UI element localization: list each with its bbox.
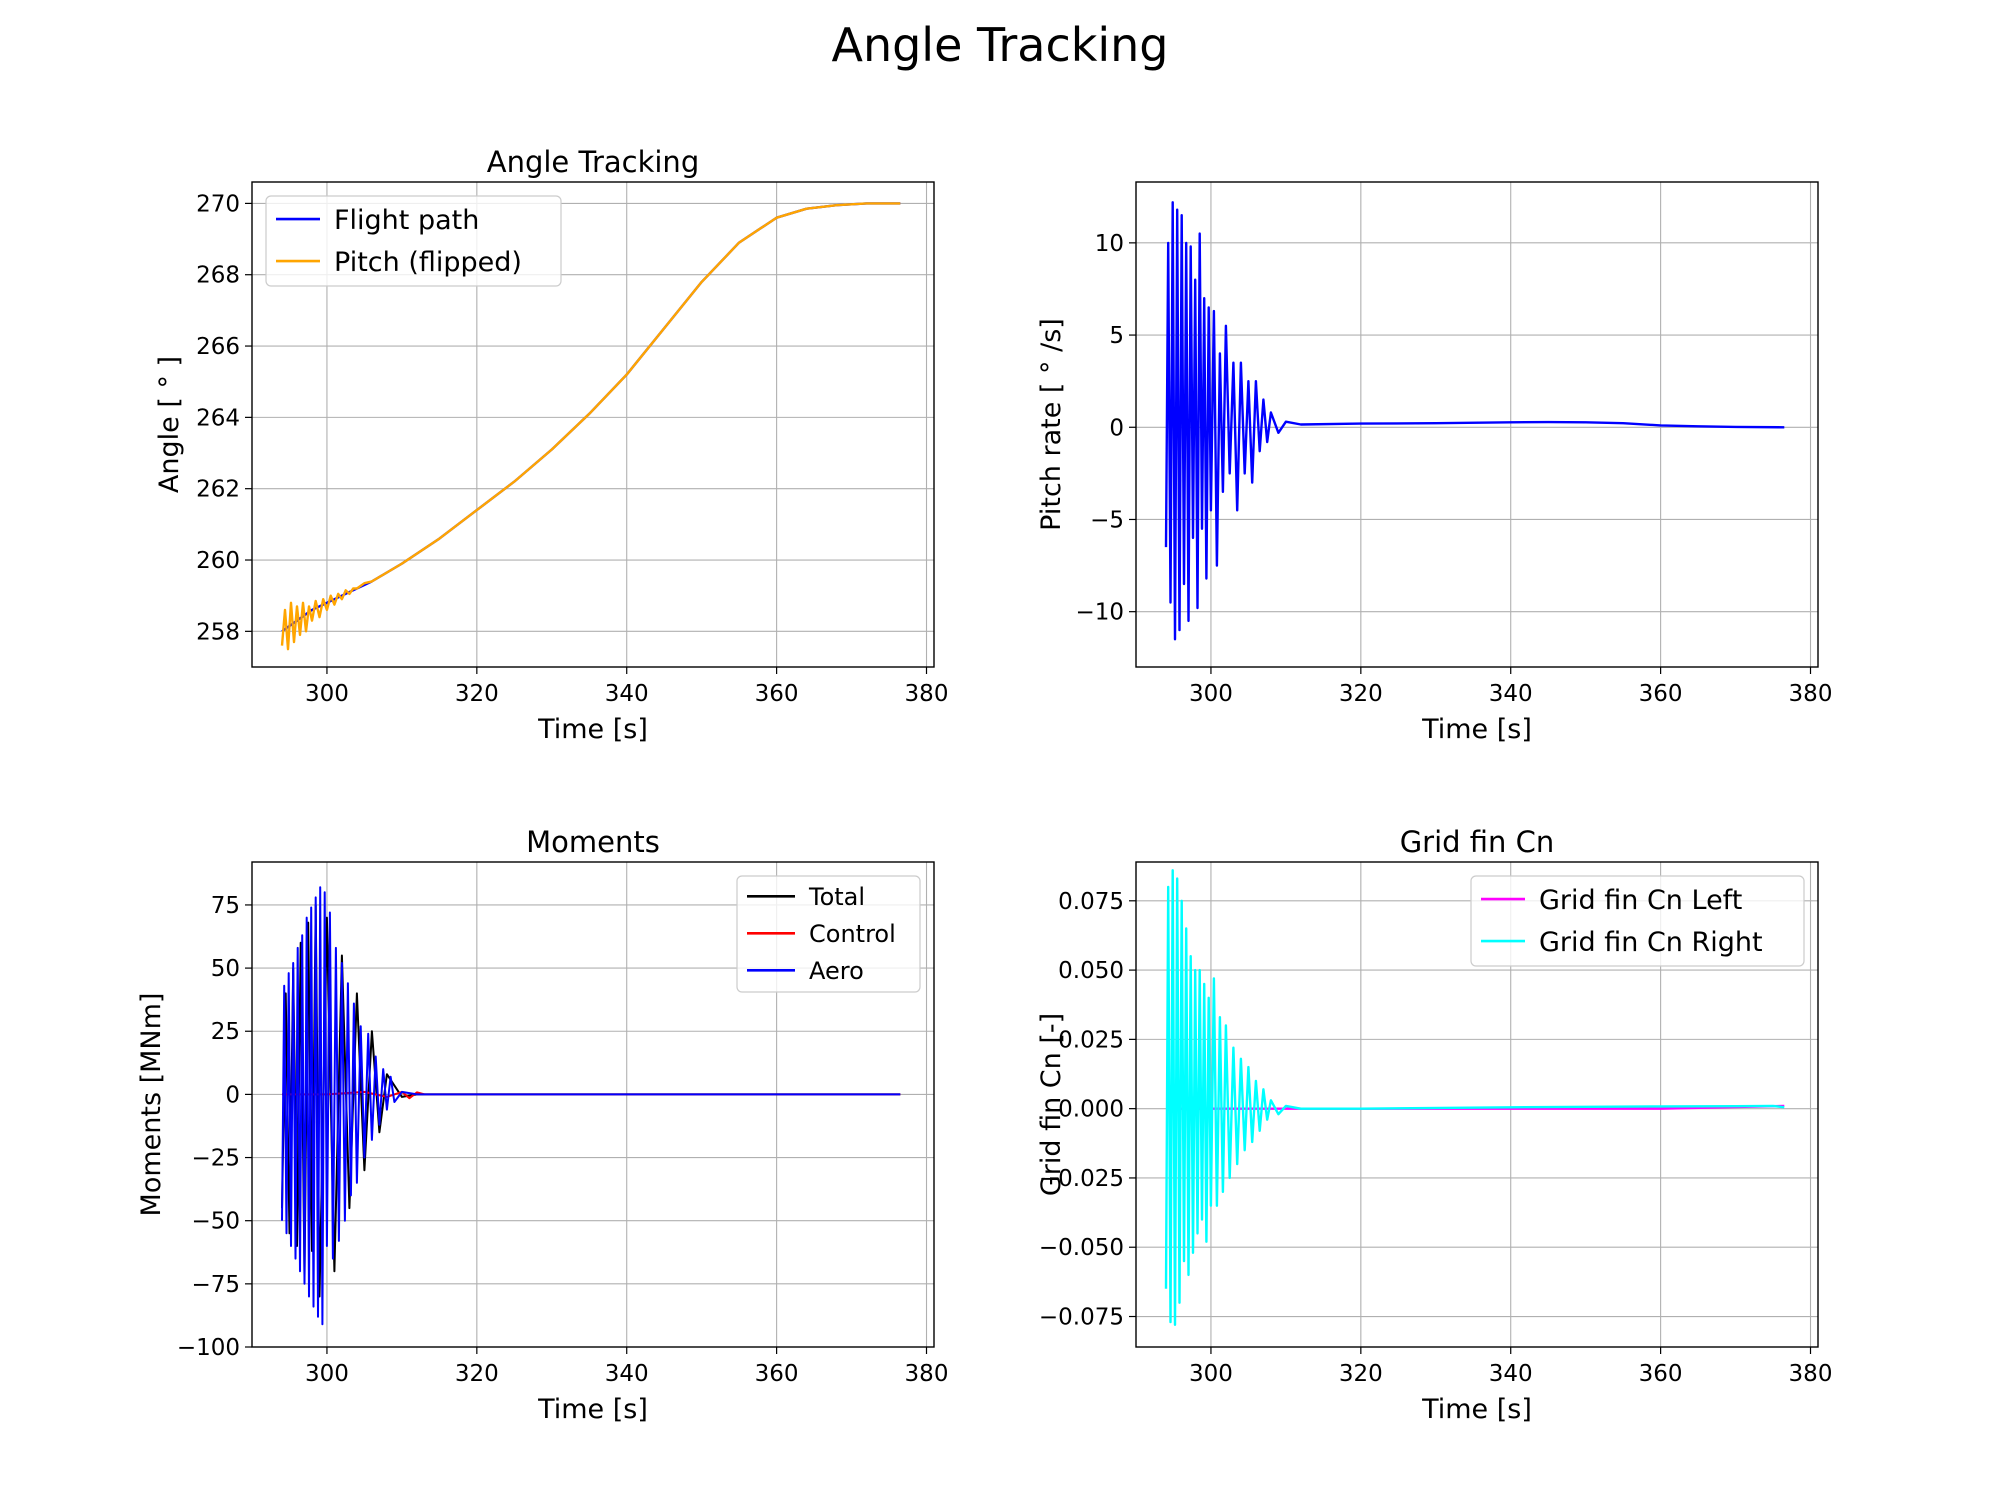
subplot-title: Moments	[526, 825, 660, 859]
series-line-pitch-flipped-	[280, 202, 901, 651]
legend: Flight path Pitch (flipped)	[265, 195, 562, 287]
legend-label: Control	[809, 920, 896, 948]
y-tick-label: 0.075	[1058, 889, 1124, 915]
subplot-title: Grid fin Cn	[1400, 825, 1555, 859]
y-tick-label: 50	[211, 956, 240, 982]
series-line-grid-fin-cn-right	[1164, 869, 1785, 1327]
legend-label: Grid fin Cn Right	[1539, 927, 1763, 958]
y-tick-label: −100	[177, 1335, 240, 1361]
y-tick-label: −50	[191, 1209, 240, 1235]
x-tick-label: 360	[755, 681, 799, 707]
y-tick-label: 0.050	[1058, 958, 1124, 984]
x-tick-label: 380	[1789, 1361, 1833, 1387]
x-tick-label: 380	[905, 681, 949, 707]
legend: Grid fin Cn Left Grid fin Cn Right	[1470, 875, 1805, 967]
plot-area-frame	[251, 181, 935, 668]
x-tick-label: 360	[1639, 681, 1683, 707]
y-tick-label: 264	[196, 405, 240, 431]
legend-frame	[265, 195, 562, 287]
series-line-pitch-rate	[1164, 201, 1785, 641]
y-tick-label: 0.000	[1058, 1097, 1124, 1123]
x-axis-label: Time [s]	[1421, 714, 1532, 745]
y-tick-label: 260	[196, 548, 240, 574]
y-tick-label: 5	[1109, 323, 1124, 349]
x-tick-label: 360	[755, 1361, 799, 1387]
x-tick-label: 340	[1489, 1361, 1533, 1387]
y-tick-label: −25	[191, 1146, 240, 1172]
subplot-1: 300 320 340 360 380 258 260 262 264 266 268 270 Time…	[154, 145, 948, 745]
y-tick-label: 0.025	[1058, 1027, 1124, 1053]
x-tick-label: 360	[1639, 1361, 1683, 1387]
legend-frame	[1470, 875, 1805, 967]
y-tick-label: 0	[1109, 415, 1124, 441]
x-axis-label: Time [s]	[537, 1394, 648, 1425]
series-line-aero	[281, 886, 901, 1326]
y-tick-label: 266	[196, 334, 240, 360]
subplot-4: 300 320 340 360 380 −0.075 −0.050 −0.025 0.000 0.…	[1036, 825, 1832, 1425]
y-tick-label: −75	[191, 1272, 240, 1298]
x-axis-label: Time [s]	[537, 714, 648, 745]
subplot-title: Angle Tracking	[487, 145, 699, 179]
y-tick-label: 268	[196, 263, 240, 289]
legend-label: Aero	[809, 957, 864, 985]
y-axis-label: Angle [ ° ]	[154, 356, 185, 493]
y-axis-label: Pitch rate [ ° /s]	[1036, 318, 1067, 531]
plot-area-frame	[1135, 861, 1819, 1348]
x-tick-label: 340	[605, 681, 649, 707]
legend: Total Control Aero	[736, 875, 921, 993]
figure-title: Angle Tracking	[831, 18, 1169, 72]
x-tick-label: 340	[1489, 681, 1533, 707]
x-tick-label: 320	[1339, 681, 1383, 707]
y-tick-label: −10	[1075, 600, 1124, 626]
x-tick-label: 380	[905, 1361, 949, 1387]
x-tick-label: 320	[455, 681, 499, 707]
legend-label: Total	[808, 883, 865, 911]
y-tick-label: 0	[225, 1082, 240, 1108]
x-tick-label: 300	[1189, 681, 1233, 707]
y-tick-label: −5	[1090, 507, 1124, 533]
plot-area-frame	[251, 861, 935, 1348]
y-tick-label: 75	[211, 893, 240, 919]
y-tick-label: −0.050	[1039, 1235, 1124, 1261]
subplot-2: 300 320 340 360 380 −10 −5 0 5 10 Time [s] Pitch ra…	[1036, 181, 1833, 745]
x-tick-label: 300	[305, 681, 349, 707]
y-tick-label: 258	[196, 619, 240, 645]
y-tick-label: −0.075	[1039, 1305, 1124, 1331]
x-tick-label: 320	[455, 1361, 499, 1387]
y-axis-label: Moments [MNm]	[136, 993, 167, 1217]
y-tick-label: 262	[196, 477, 240, 503]
y-tick-label: −0.025	[1039, 1166, 1124, 1192]
y-tick-label: 270	[196, 191, 240, 217]
x-tick-label: 320	[1339, 1361, 1383, 1387]
legend-label: Flight path	[334, 205, 479, 236]
x-tick-label: 300	[1189, 1361, 1233, 1387]
x-tick-label: 380	[1789, 681, 1833, 707]
y-tick-label: 25	[211, 1019, 240, 1045]
subplot-3: 300 320 340 360 380 −100 −75 −50 −25 0 25 50 75 Time …	[136, 825, 948, 1425]
x-axis-label: Time [s]	[1421, 1394, 1532, 1425]
x-tick-label: 300	[305, 1361, 349, 1387]
legend-frame	[736, 875, 921, 993]
legend-label: Pitch (flipped)	[334, 247, 522, 278]
y-axis-label: Grid fin Cn [-]	[1036, 1013, 1067, 1196]
legend-label: Grid fin Cn Left	[1539, 885, 1742, 916]
plot-area-frame	[1135, 181, 1819, 668]
y-tick-label: 10	[1095, 231, 1124, 257]
x-tick-label: 340	[605, 1361, 649, 1387]
